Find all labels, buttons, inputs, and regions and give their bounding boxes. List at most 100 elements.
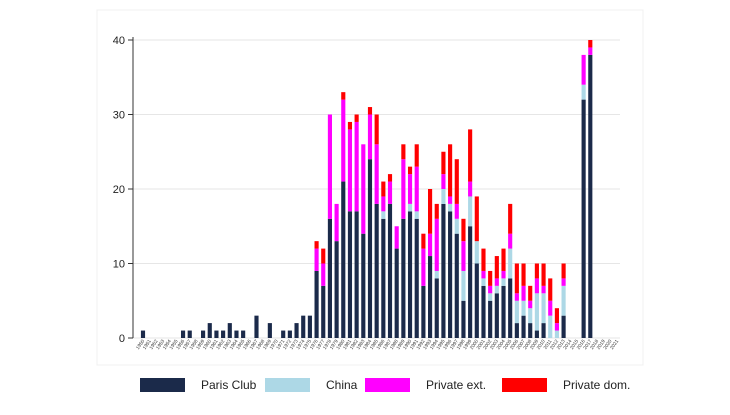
bar-private-ext-2013 [561, 278, 566, 286]
bar-private-ext-1986 [381, 196, 386, 212]
x-tick-label: 1998 [456, 338, 467, 350]
bar-private-ext-1980 [341, 99, 346, 182]
legend-item: Private dom. [502, 372, 630, 398]
bar-private-ext-2012 [554, 323, 559, 331]
bar-china-2002 [488, 293, 493, 301]
bar-private-ext-1999 [468, 181, 473, 197]
bar-paris-club-1969 [267, 323, 272, 338]
x-tick-label: 1972 [282, 338, 293, 350]
bar-private-ext-1983 [361, 144, 366, 234]
bar-private-ext-1997 [454, 203, 459, 219]
x-tick-label: 2004 [496, 338, 507, 350]
bar-private-dom-2009 [534, 263, 539, 279]
bar-paris-club-1981 [347, 211, 353, 338]
x-tick-label: 1992 [415, 338, 426, 350]
x-tick-label: 1983 [355, 338, 366, 350]
bar-paris-club-2009 [534, 330, 539, 338]
x-tick-label: 1957 [182, 338, 193, 350]
bar-paris-club-2000 [474, 263, 479, 338]
bar-china-2016 [581, 84, 586, 100]
bar-china-1997 [454, 218, 459, 234]
x-tick-label: 1964 [229, 338, 240, 350]
x-tick-label: 2019 [596, 338, 607, 350]
bar-paris-club-2017 [588, 54, 593, 339]
x-tick-label: 1994 [429, 338, 440, 350]
plot-frame [96, 9, 644, 366]
legend-label: Paris Club [201, 378, 257, 392]
x-tick-label: 2013 [556, 338, 567, 350]
bar-paris-club-2002 [488, 300, 493, 338]
x-tick-label: 2003 [489, 338, 500, 350]
bar-private-ext-2010 [541, 285, 546, 294]
bar-paris-club-2008 [528, 323, 533, 338]
bar-private-ext-1994 [434, 218, 439, 271]
bar-china-1994 [434, 270, 439, 279]
bar-private-ext-1990 [407, 174, 413, 204]
bar-china-2005 [508, 248, 513, 279]
x-tick-label: 1974 [295, 338, 306, 350]
bar-china-2010 [541, 293, 546, 324]
bar-private-dom-1994 [434, 203, 439, 219]
bar-china-2007 [521, 300, 526, 316]
x-tick-label: 1980 [335, 338, 346, 350]
x-tick-label: 2014 [562, 338, 573, 350]
y-tick-label: 10 [113, 259, 125, 271]
legend-item: Private ext. [365, 372, 486, 398]
bar-private-dom-2011 [548, 278, 553, 301]
legend-swatch [365, 378, 410, 392]
bar-paris-club-2006 [514, 323, 519, 338]
bar-paris-club-2010 [541, 323, 546, 338]
bar-private-dom-1992 [421, 233, 426, 249]
bar-paris-club-1989 [401, 218, 406, 338]
x-tick-label: 1988 [389, 338, 400, 350]
bar-paris-club-1977 [321, 285, 326, 338]
x-tick-label: 2002 [482, 338, 493, 350]
bar-paris-club-1997 [454, 233, 459, 338]
bar-private-ext-1979 [334, 203, 339, 242]
x-tick-label: 1999 [462, 338, 473, 350]
bar-paris-club-1999 [468, 226, 473, 338]
x-tick-label: 1955 [168, 338, 179, 350]
y-tick-label: 30 [113, 110, 125, 122]
bar-private-ext-1978 [327, 114, 332, 219]
bar-paris-club-1973 [294, 323, 299, 338]
bar-china-2008 [528, 308, 533, 324]
bar-paris-club-2007 [521, 315, 526, 338]
bar-china-2001 [481, 278, 486, 286]
x-tick-label: 1995 [436, 338, 447, 350]
bar-paris-club-1971 [281, 330, 286, 338]
x-tick-label: 1976 [309, 338, 320, 350]
x-tick-label: 1963 [222, 338, 233, 350]
bar-private-dom-1998 [461, 218, 466, 242]
bar-private-dom-1989 [401, 144, 406, 160]
bar-paris-club-1979 [334, 241, 339, 338]
bar-china-2000 [474, 241, 479, 264]
bar-private-ext-1988 [394, 226, 399, 249]
bar-paris-club-1967 [254, 315, 259, 338]
x-tick-label: 1978 [322, 338, 333, 350]
bar-paris-club-1986 [381, 218, 386, 338]
bar-private-dom-2000 [474, 196, 479, 242]
legend-item: China [265, 372, 357, 398]
bar-paris-club-1960 [207, 323, 212, 338]
bar-private-ext-2007 [521, 285, 526, 301]
bar-paris-club-1995 [441, 203, 446, 338]
bar-paris-club-1993 [428, 256, 433, 338]
bar-private-dom-2006 [514, 263, 519, 294]
bar-paris-club-1962 [221, 330, 226, 338]
bar-private-ext-2005 [508, 233, 513, 249]
bar-paris-club-2016 [581, 99, 586, 338]
x-tick-label: 1951 [142, 338, 153, 350]
bar-paris-club-1990 [407, 211, 413, 338]
bar-china-2006 [514, 300, 519, 324]
x-tick-label: 1958 [189, 338, 200, 350]
bar-private-ext-1987 [387, 181, 393, 204]
bar-paris-club-1961 [214, 330, 219, 338]
x-tick-label: 1967 [249, 338, 260, 350]
x-tick-label: 1993 [422, 338, 433, 350]
bar-private-dom-1986 [381, 181, 386, 197]
bar-private-ext-1996 [448, 196, 453, 204]
x-tick-label: 1984 [362, 338, 373, 350]
